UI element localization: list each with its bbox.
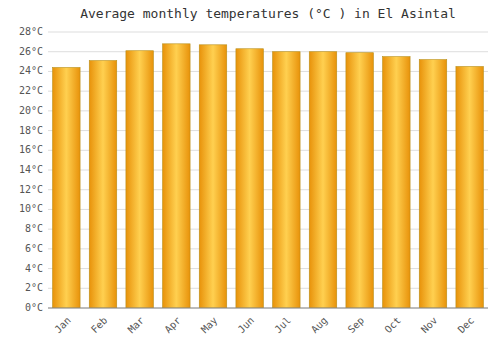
x-tick-label: Oct — [382, 315, 403, 336]
y-tick-label: 8°C — [25, 223, 43, 234]
bar — [199, 45, 227, 308]
bar — [309, 52, 337, 308]
y-tick-label: 22°C — [19, 85, 43, 96]
y-tick-label: 14°C — [19, 164, 43, 175]
bar — [89, 61, 117, 308]
x-axis: Jan Feb Mar Apr May Jun Jul Aug Sep Oct Nov Dec — [48, 308, 488, 335]
y-axis: 0°C 2°C 4°C 6°C 8°C 10°C 12°C 14°C 16°C 18°C 20°C 2… — [19, 26, 43, 313]
bar — [419, 60, 447, 308]
bar — [273, 52, 301, 308]
bar — [456, 67, 484, 309]
x-tick-label: Jun — [236, 315, 257, 336]
x-tick-label: Nov — [419, 315, 440, 336]
bar — [383, 57, 411, 308]
x-tick-label: Jul — [272, 315, 293, 336]
y-tick-label: 18°C — [19, 125, 43, 136]
x-tick-label: Dec — [456, 315, 477, 336]
y-tick-label: 16°C — [19, 144, 43, 155]
y-tick-label: 26°C — [19, 46, 43, 57]
y-tick-label: 10°C — [19, 203, 43, 214]
x-axis-line — [48, 308, 488, 309]
y-tick-label: 24°C — [19, 65, 43, 76]
y-tick-label: 12°C — [19, 184, 43, 195]
chart-container: 0°C 2°C 4°C 6°C 8°C 10°C 12°C 14°C 16°C 18°C 20°C 2… — [0, 0, 500, 350]
x-tick-label: Sep — [346, 315, 367, 336]
grid-line — [48, 51, 488, 52]
x-tick-label: Aug — [309, 315, 330, 336]
chart-svg: 0°C 2°C 4°C 6°C 8°C 10°C 12°C 14°C 16°C 18°C 20°C 2… — [0, 0, 500, 350]
y-tick-label: 4°C — [25, 263, 43, 274]
bar — [126, 51, 153, 308]
x-tick-label: Mar — [126, 315, 147, 336]
x-tick-label: Apr — [162, 315, 183, 336]
bar — [346, 53, 374, 308]
y-grid — [48, 32, 488, 308]
bar — [236, 49, 264, 308]
bar — [163, 44, 191, 308]
grid-line — [48, 32, 488, 33]
bar — [53, 67, 80, 308]
y-tick-label: 0°C — [25, 302, 43, 313]
chart-title: Average monthly temperatures (°C ) in El… — [80, 6, 456, 21]
bars — [53, 44, 484, 308]
grid-line — [48, 308, 488, 309]
y-tick-label: 28°C — [19, 26, 43, 37]
y-tick-label: 2°C — [25, 282, 43, 293]
x-tick-label: Jan — [52, 315, 73, 336]
y-tick-label: 20°C — [19, 105, 43, 116]
y-tick-label: 6°C — [25, 243, 43, 254]
x-tick-label: Feb — [89, 315, 110, 336]
x-tick-label: May — [199, 315, 220, 336]
